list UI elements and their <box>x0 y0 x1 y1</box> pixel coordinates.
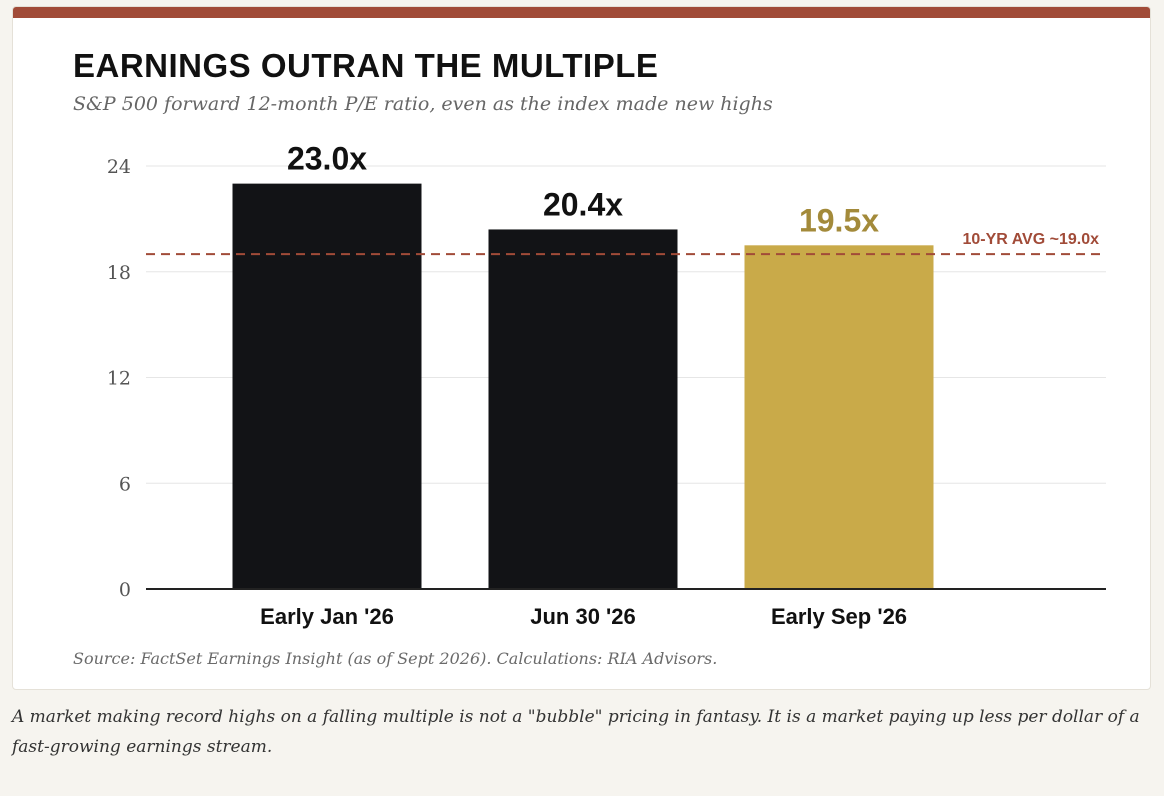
bar <box>488 229 678 589</box>
accent-top-bar <box>13 7 1150 18</box>
chart-title: EARNINGS OUTRAN THE MULTIPLE <box>73 47 659 84</box>
y-tick-label: 24 <box>107 156 131 178</box>
bar-data-label: 20.4x <box>543 186 623 222</box>
bar-data-label: 19.5x <box>799 202 879 238</box>
y-tick-label: 12 <box>107 368 131 390</box>
bar-data-label: 23.0x <box>287 141 367 177</box>
chart-subtitle: S&P 500 forward 12-month P/E ratio, even… <box>73 93 773 115</box>
x-category-label: Jun 30 '26 <box>530 604 636 629</box>
bar <box>744 245 934 589</box>
y-tick-label: 6 <box>119 473 131 495</box>
y-tick-label: 18 <box>107 262 131 284</box>
chart-source: Source: FactSet Earnings Insight (as of … <box>73 649 718 668</box>
chart-caption: A market making record highs on a fallin… <box>12 707 1140 757</box>
y-tick-label: 0 <box>119 579 131 601</box>
chart-card: EARNINGS OUTRAN THE MULTIPLE S&P 500 for… <box>12 6 1151 690</box>
reference-line-label: 10-YR AVG ~19.0x <box>962 231 1099 248</box>
bar-chart: 0 6 12 18 24 23.0x Early Jan '26 20.4x Jun 30 '2… <box>107 141 1106 629</box>
x-category-label: Early Sep '26 <box>771 604 907 629</box>
x-category-label: Early Jan '26 <box>260 604 394 629</box>
bar <box>232 183 422 589</box>
